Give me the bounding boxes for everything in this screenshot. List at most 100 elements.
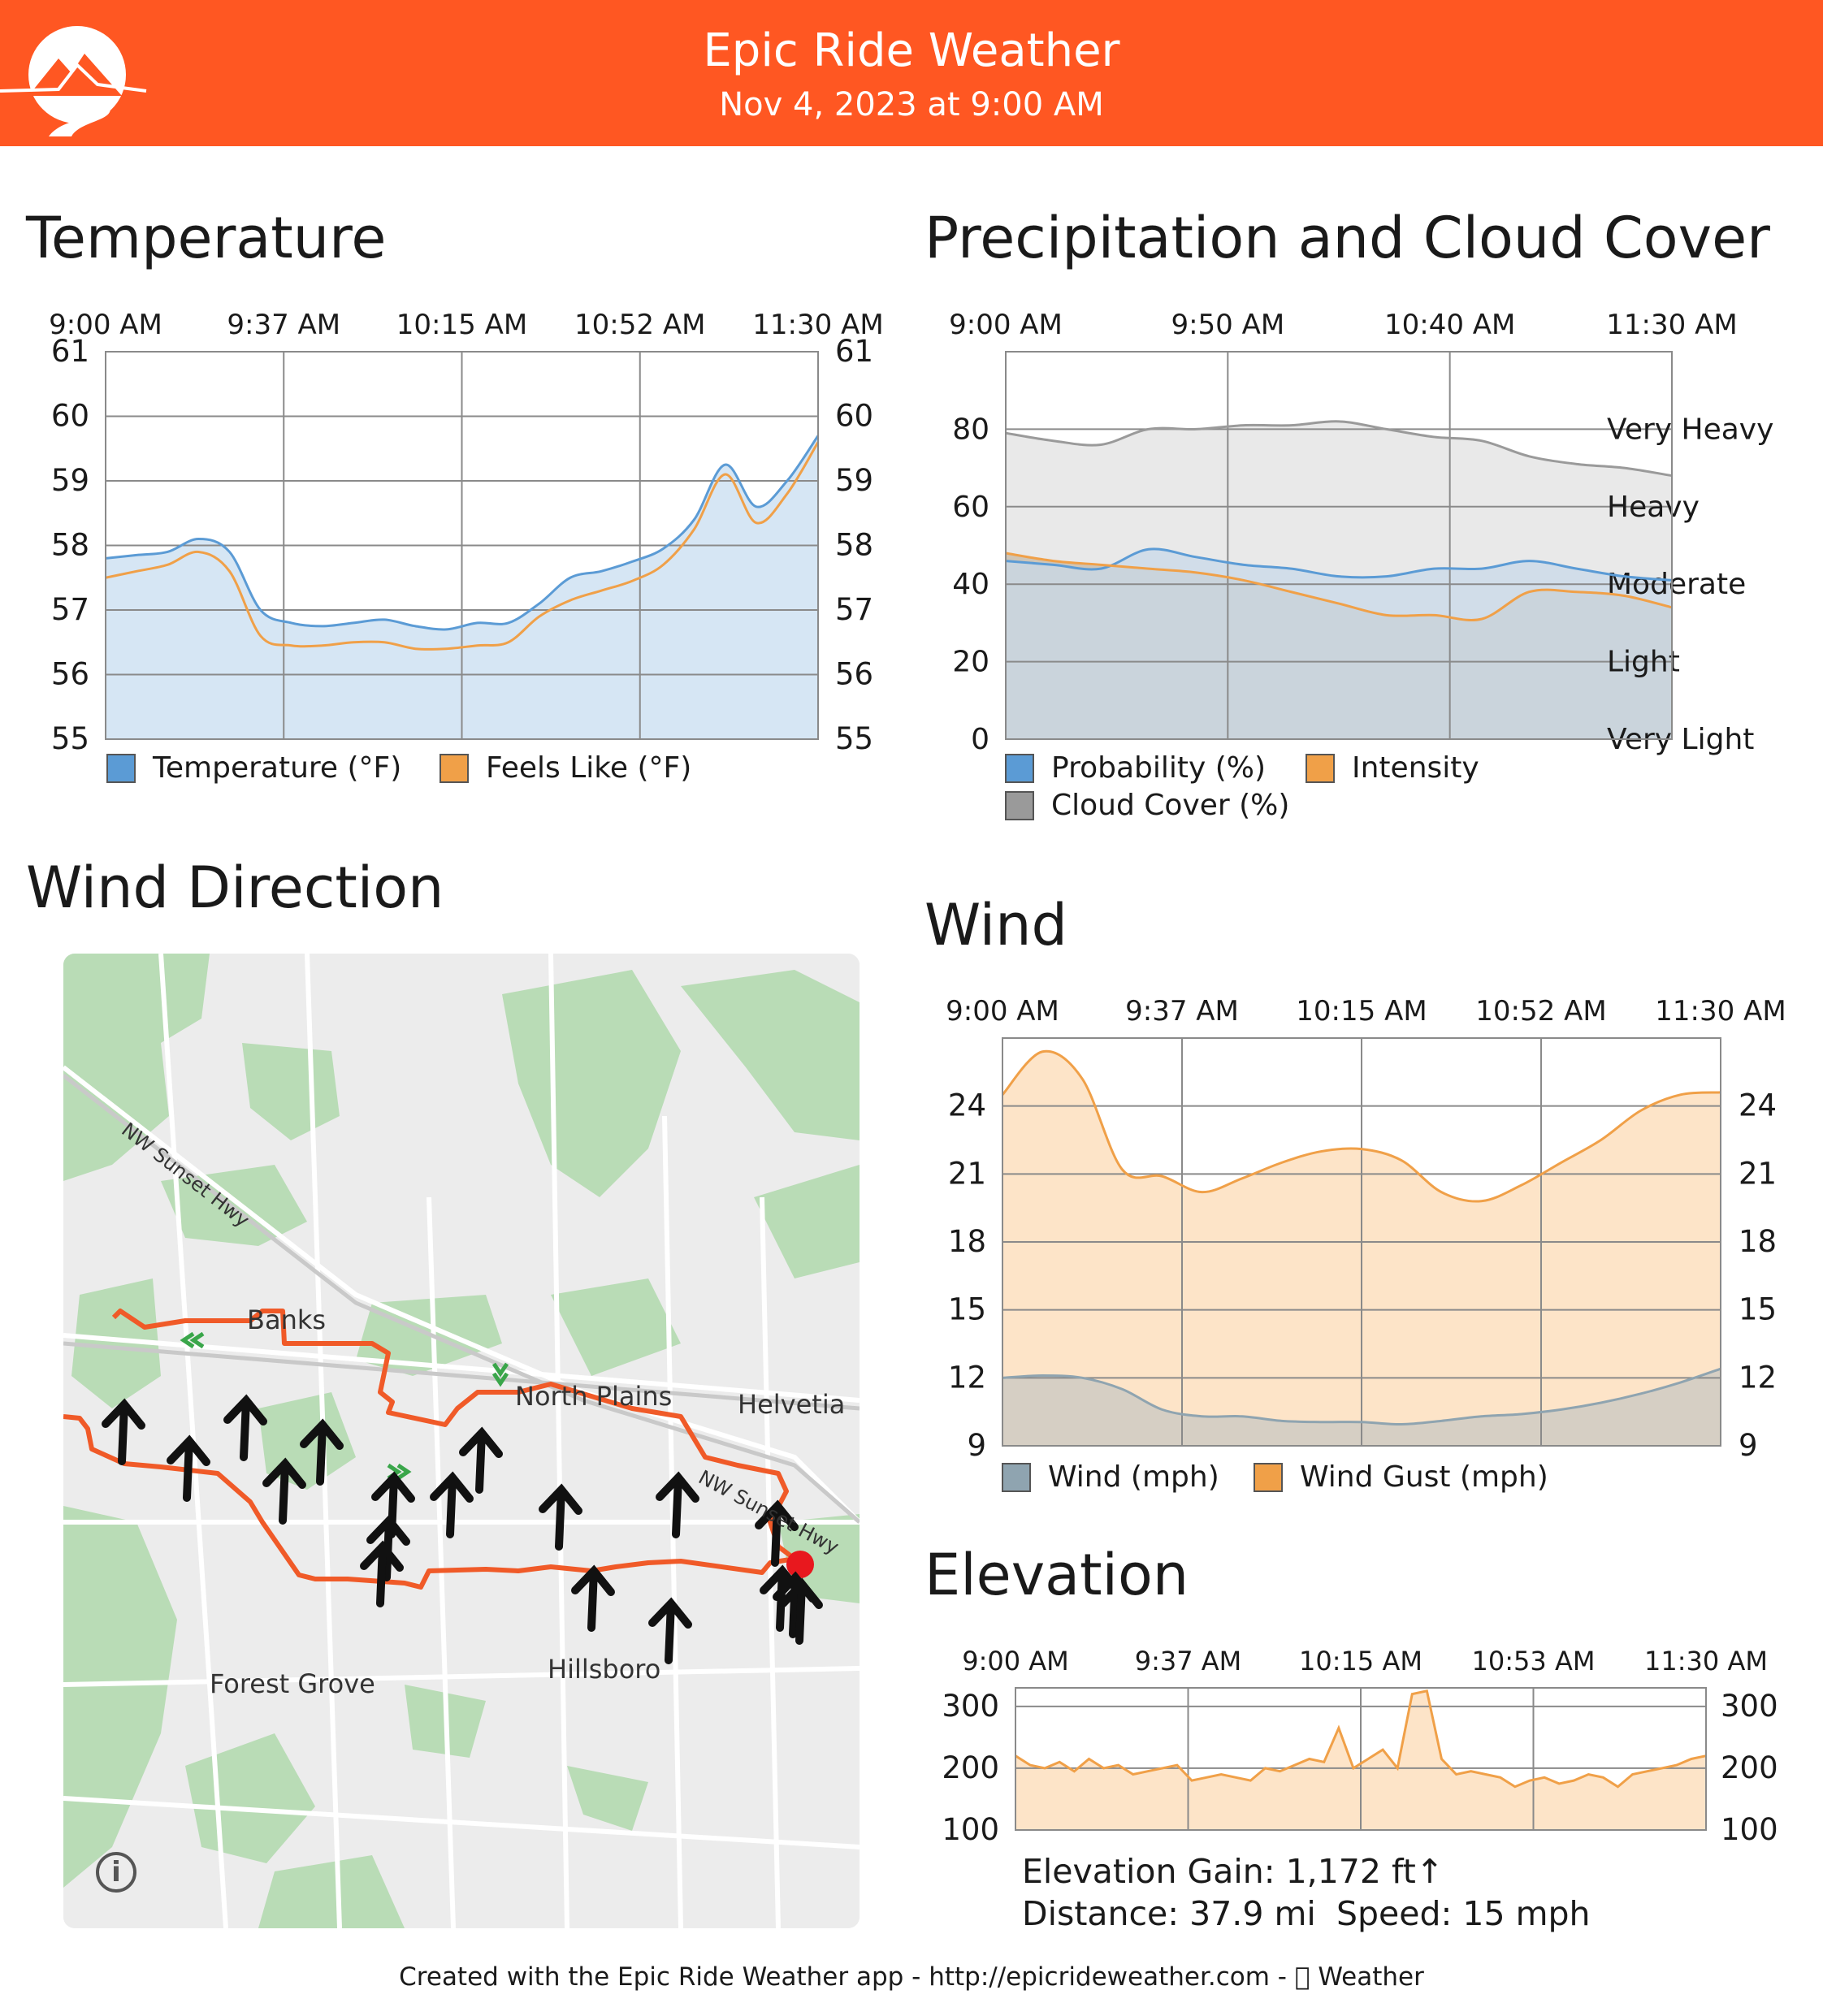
ride-speed: Speed: 15 mph (1336, 1894, 1591, 1933)
precipitation-title: Precipitation and Cloud Cover (924, 205, 1770, 271)
temperature-legend-swatch (440, 754, 469, 783)
elevation-y-tick-label: 300 (942, 1689, 999, 1724)
wind-plot-border (1002, 1037, 1721, 1447)
temperature-legend-label: Temperature (°F) (152, 751, 401, 785)
wind-arrow (167, 1434, 210, 1502)
precipitation-x-tick-label: 9:50 AM (1171, 309, 1284, 341)
temperature-chart: 9:00 AM 9:37 AM 10:15 AM 10:52 AM 11:30 AM 55… (49, 309, 884, 785)
temperature-y2-tick-label: 58 (835, 528, 873, 563)
precipitation-y-tick-label: 0 (971, 723, 989, 756)
precipitation-series-fill-0 (1006, 548, 1672, 739)
wind-arrow (300, 1418, 344, 1486)
wind-y-tick-label: 21 (948, 1156, 986, 1191)
temperature-y-tick-label: 56 (51, 657, 89, 692)
precipitation-legend-label: Cloud Cover (%) (1051, 789, 1289, 822)
temperature-y-tick-label: 61 (51, 334, 89, 369)
wind-arrow (539, 1483, 582, 1551)
precipitation-plot-border (1005, 351, 1673, 740)
temperature-x-tick-label: 9:37 AM (227, 309, 340, 341)
report-datetime: Nov 4, 2023 at 9:00 AM (719, 86, 1104, 123)
elevation-y2-tick-label: 300 (1721, 1689, 1778, 1724)
precipitation-legend-label: Intensity (1352, 751, 1479, 785)
precipitation-legend-swatch (1005, 754, 1034, 783)
temperature-y2-tick-label: 55 (835, 721, 873, 756)
temperature-y2-tick-label: 56 (835, 657, 873, 692)
wind-y2-tick-label: 15 (1739, 1292, 1777, 1327)
precipitation-y2-tick-label: Very Heavy (1607, 413, 1773, 446)
temperature-series-line-0 (105, 435, 820, 631)
precipitation-legend-label: Probability (%) (1051, 751, 1266, 785)
precipitation-series-line-0 (1005, 547, 1673, 582)
temperature-legend-swatch (106, 754, 136, 783)
wind-series-line-0 (1002, 1367, 1721, 1426)
app-title: Epic Ride Weather (703, 24, 1120, 77)
precipitation-series-line-1 (1005, 552, 1673, 622)
wind-legend-swatch (1002, 1463, 1031, 1492)
temperature-y2-tick-label: 60 (835, 399, 873, 434)
elevation-x-tick-label: 10:53 AM (1472, 1646, 1596, 1676)
wind-title: Wind (924, 892, 1067, 958)
wind-x-tick-label: 9:00 AM (946, 995, 1059, 1027)
wind-arrow (430, 1471, 474, 1538)
wind-x-tick-label: 9:37 AM (1125, 995, 1239, 1027)
temperature-y-tick-label: 57 (51, 592, 89, 627)
temperature-x-tick-label: 9:00 AM (49, 309, 162, 341)
wind-series-line-1 (1001, 1049, 1721, 1203)
map-canvas: Banks North Plains Helvetia Forest Grove… (63, 954, 860, 1928)
precipitation-x-tick-label: 10:40 AM (1384, 309, 1515, 341)
wind-legend-label: Wind Gust (mph) (1300, 1460, 1548, 1494)
wind-x-tick-label: 11:30 AM (1655, 995, 1786, 1027)
ride-distance: Distance: 37.9 mi (1022, 1894, 1316, 1933)
precipitation-y-tick-label: 80 (952, 413, 989, 446)
map-label-forest-grove: Forest Grove (210, 1668, 375, 1699)
wind-arrows (102, 1394, 823, 1664)
map-label-helvetia: Helvetia (738, 1389, 845, 1420)
wind-arrow (223, 1394, 267, 1461)
footer-credit-prefix: Created with the Epic Ride Weather app -… (399, 1962, 1295, 1992)
temperature-x-tick-label: 11:30 AM (752, 309, 883, 341)
mountain-road-logo-icon (0, 26, 147, 136)
elevation-y2-tick-label: 100 (1721, 1812, 1778, 1847)
temperature-x-tick-label: 10:15 AM (396, 309, 527, 341)
apple-icon:  (1295, 1962, 1310, 1992)
wind-arrow (102, 1398, 145, 1465)
temperature-y2-tick-label: 57 (835, 592, 873, 627)
precipitation-series-line-2 (1005, 420, 1673, 478)
wind-arrow (459, 1426, 503, 1494)
wind-y-tick-label: 15 (948, 1292, 986, 1327)
map-label-hillsboro: Hillsboro (548, 1654, 660, 1685)
info-icon[interactable]: i (96, 1852, 136, 1893)
wind-legend-label: Wind (mph) (1048, 1460, 1219, 1494)
temperature-y-tick-label: 59 (51, 463, 89, 498)
elevation-y-tick-label: 200 (942, 1750, 999, 1785)
temperature-y-tick-label: 60 (51, 399, 89, 434)
precipitation-y-tick-label: 60 (952, 491, 989, 524)
precipitation-y2-tick-label: Light (1607, 646, 1680, 679)
wind-y-tick-label: 18 (948, 1224, 986, 1259)
elevation-y-tick-label: 100 (942, 1812, 999, 1847)
elevation-x-tick-label: 9:00 AM (962, 1646, 1069, 1676)
wind-chart: 9:00 AM 9:37 AM 10:15 AM 10:52 AM 11:30 AM 9 1… (946, 995, 1786, 1494)
wind-y2-tick-label: 9 (1739, 1428, 1758, 1463)
temperature-y2-tick-label: 61 (835, 334, 873, 369)
temperature-legend-label: Feels Like (°F) (486, 751, 691, 785)
temperature-plot-border (105, 351, 819, 740)
wind-y2-tick-label: 24 (1739, 1088, 1777, 1123)
precipitation-y-tick-label: 20 (952, 646, 989, 679)
precipitation-legend-swatch (1306, 754, 1335, 783)
wind-direction-map[interactable]: Banks North Plains Helvetia Forest Grove… (63, 954, 860, 1928)
precipitation-x-tick-label: 11:30 AM (1606, 309, 1737, 341)
wind-y2-tick-label: 18 (1739, 1224, 1777, 1259)
elevation-x-tick-label: 10:15 AM (1299, 1646, 1422, 1676)
elevation-x-tick-label: 9:37 AM (1135, 1646, 1242, 1676)
precipitation-y2-tick-label: Heavy (1607, 491, 1700, 524)
wind-y2-tick-label: 12 (1739, 1360, 1777, 1395)
wind-x-tick-label: 10:15 AM (1296, 995, 1427, 1027)
elevation-plot-border (1015, 1687, 1707, 1831)
wind-arrow (755, 1499, 799, 1567)
elevation-gain: Elevation Gain: 1,172 ft↑ (1022, 1852, 1444, 1891)
precipitation-legend-swatch (1005, 791, 1034, 820)
footer-credit-suffix: Weather (1306, 1962, 1424, 1992)
elevation-series-line-0 (1015, 1689, 1707, 1789)
wind-arrow (571, 1564, 615, 1632)
